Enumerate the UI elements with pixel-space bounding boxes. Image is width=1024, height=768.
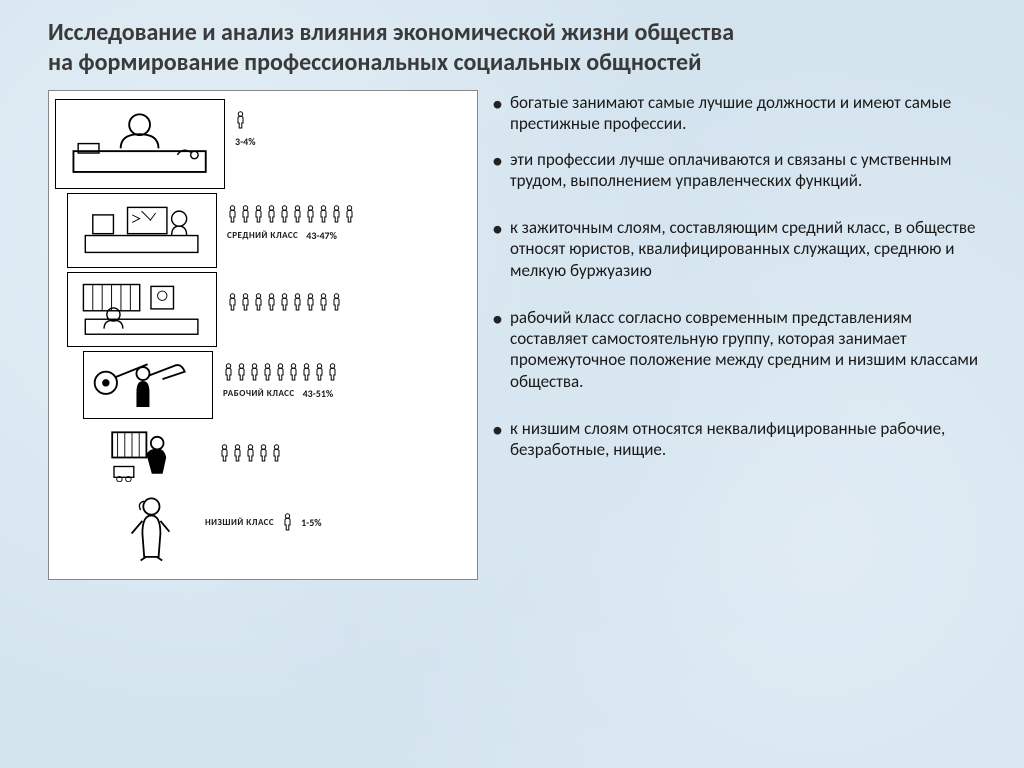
bullet-5: к низшим слоям относятся неквалифицирова… — [488, 418, 984, 461]
pct-middle: 43-47% — [306, 229, 337, 242]
title-line-2: на формирование профессиональных социаль… — [48, 48, 702, 77]
figures-tier-2 — [227, 205, 407, 223]
pct-working: 43-51% — [303, 387, 334, 400]
bullet-1: богатые занимают самые лучшие должности … — [488, 92, 984, 135]
bullet-4: рабочий класс согласно современным предс… — [488, 307, 984, 392]
tier-lower-working — [55, 423, 471, 485]
illustration-office — [67, 193, 217, 268]
tier-working: РАБОЧИЙ КЛАСС 43-51% — [55, 351, 471, 419]
tier-upper-middle: СРЕДНИЙ КЛАСС 43-47% — [55, 193, 471, 268]
illustration-worker — [83, 351, 213, 419]
content-row: 3-4% СРЕДНИЙ КЛАСС 43-47% — [48, 90, 984, 580]
bullet-3: к зажиточным слоям, составляющим средний… — [488, 217, 984, 281]
label-lower-class: НИЗШИЙ КЛАСС — [205, 517, 274, 528]
title-line-1: Исследование и анализ влияния экономичес… — [48, 18, 734, 47]
figures-tier-1 — [235, 111, 415, 129]
bullet-list: богатые занимают самые лучшие должности … — [488, 90, 984, 580]
illustration-clerk — [67, 272, 217, 347]
bullet-2: эти профессии лучше оплачиваются и связа… — [488, 149, 984, 192]
figures-tier-3 — [227, 293, 407, 311]
label-middle-class: СРЕДНИЙ КЛАСС — [227, 230, 298, 241]
illustration-unemployed — [115, 489, 195, 567]
tier-lowest: НИЗШИЙ КЛАСС 1-5% — [55, 489, 471, 567]
tier-top: 3-4% — [55, 99, 471, 189]
illustration-porter — [99, 423, 209, 485]
figures-tier-6 — [282, 513, 293, 531]
figures-tier-4a — [223, 363, 403, 381]
pct-lower: 1-5% — [301, 516, 322, 529]
pct-tier-1: 3-4% — [235, 135, 256, 148]
label-working-class: РАБОЧИЙ КЛАСС — [223, 388, 295, 399]
illustration-boss — [55, 99, 225, 189]
tier-middle — [55, 272, 471, 347]
stratification-diagram: 3-4% СРЕДНИЙ КЛАСС 43-47% — [48, 90, 478, 580]
figures-tier-4b — [219, 444, 399, 462]
slide-title: Исследование и анализ влияния экономичес… — [48, 18, 984, 78]
